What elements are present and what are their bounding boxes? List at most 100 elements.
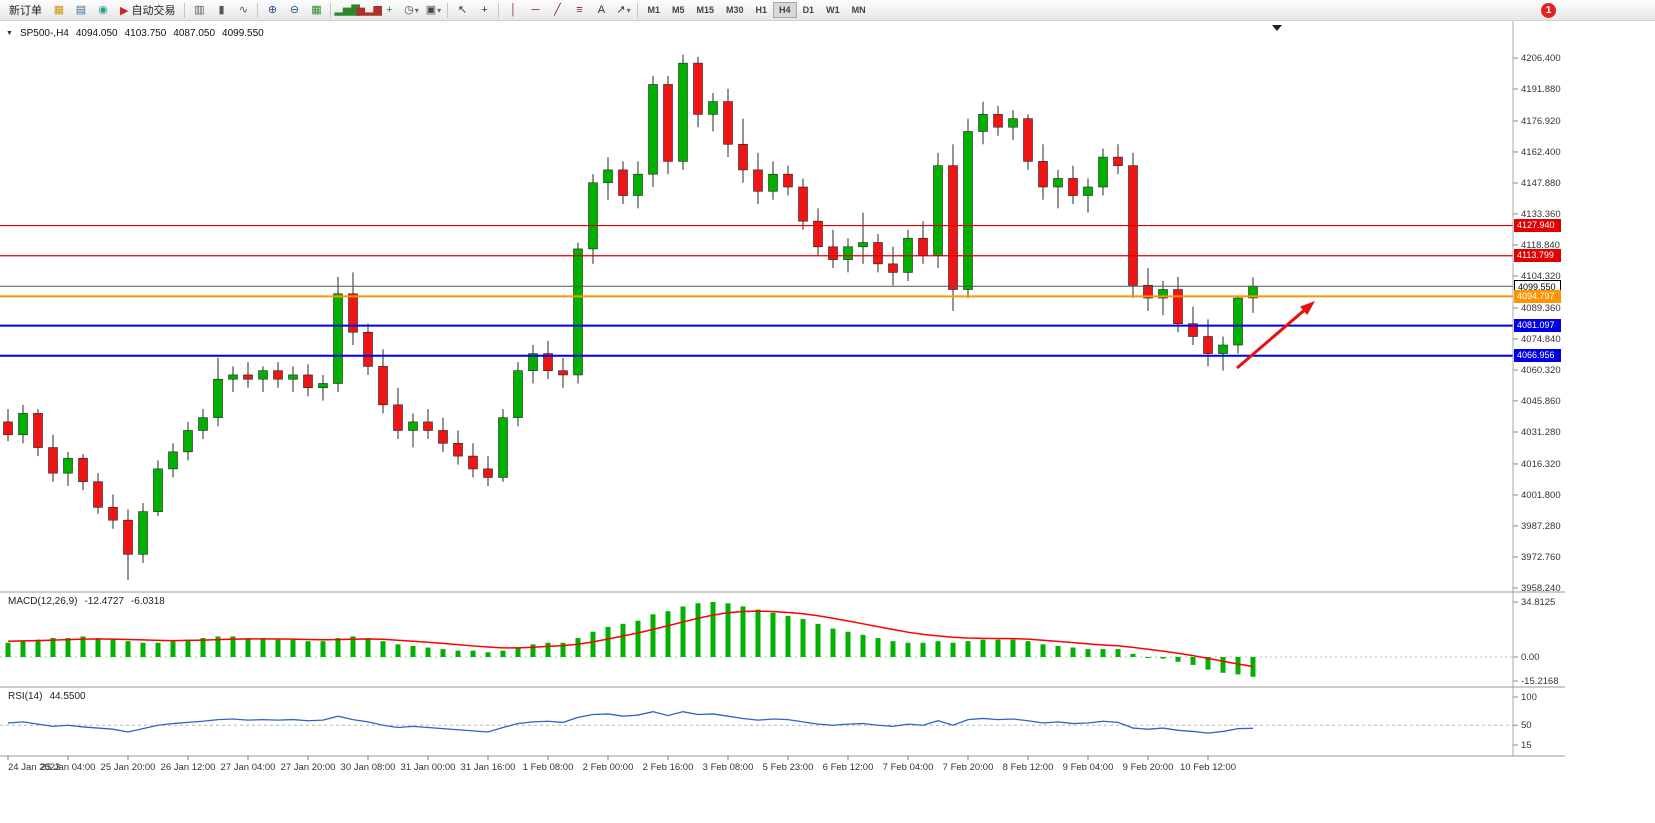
macd-bar	[1010, 639, 1016, 657]
resistance-line-2-tag: 4113.799	[1514, 249, 1561, 263]
macd-bar	[650, 614, 656, 657]
price-label: 4147.880	[1521, 178, 1561, 189]
periods-icon-dropdown[interactable]: ▾	[414, 5, 419, 15]
tile-windows-icon[interactable]: ▦	[311, 3, 322, 16]
candle	[963, 131, 973, 290]
macd-bar	[845, 631, 851, 657]
market-watch-icon[interactable]: ◉	[98, 3, 108, 16]
macd-signal-value: -6.0318	[130, 596, 165, 607]
candle	[498, 417, 508, 478]
macd-bar	[590, 631, 596, 657]
macd-bar	[470, 650, 476, 657]
candle	[243, 374, 253, 380]
macd-bar	[365, 638, 371, 657]
zoom-in-icon[interactable]: ⊕	[267, 3, 278, 16]
macd-bar	[830, 628, 836, 657]
macd-bar	[680, 606, 686, 657]
candle	[708, 101, 718, 115]
timeframe-h1[interactable]: H1	[755, 5, 768, 15]
trend-arrow[interactable]	[1236, 301, 1315, 370]
autotrading-button[interactable]: ▶ 自动交易	[120, 4, 176, 18]
time-label: 2 Feb 16:00	[643, 762, 694, 773]
timeframe-w1[interactable]: W1	[826, 5, 840, 15]
candle	[318, 383, 328, 389]
macd-bar	[245, 638, 251, 657]
time-label: 5 Feb 23:00	[763, 762, 814, 773]
new-order-button[interactable]: 新订单	[9, 5, 42, 17]
candle	[408, 421, 418, 431]
time-label: 7 Feb 20:00	[943, 762, 994, 773]
profiles-icon[interactable]: ▤	[75, 3, 87, 16]
macd-bar	[305, 641, 311, 657]
timeframe-mn[interactable]: MN	[851, 5, 866, 15]
macd-bar	[1025, 641, 1031, 657]
macd-bar	[95, 638, 101, 657]
macd-bar	[395, 644, 401, 657]
templates-icon-dropdown[interactable]: ▾	[437, 5, 442, 15]
time-label: 7 Feb 04:00	[883, 762, 934, 773]
macd-bar	[665, 611, 671, 657]
time-label: 27 Jan 04:00	[221, 762, 276, 773]
chart-ohlc-header: ▼ SP500-,H4 4094.050 4103.750 4087.050 4…	[6, 28, 264, 39]
cursor-icon[interactable]: ↖	[457, 3, 468, 16]
macd-bar	[185, 639, 191, 657]
rsi-scale-label: 15	[1521, 740, 1532, 751]
candle	[93, 481, 103, 508]
candle	[168, 451, 178, 470]
zoom-out-icon[interactable]: ⊖	[289, 3, 300, 16]
macd-bar	[215, 636, 221, 657]
timeframe-h4[interactable]: H4	[773, 2, 797, 18]
arrows-tool-icon-dropdown[interactable]: ▾	[626, 5, 631, 15]
time-label: 27 Jan 20:00	[281, 762, 336, 773]
candle	[393, 404, 403, 431]
notification-badge[interactable]: 1	[1541, 3, 1556, 18]
chart-dropdown-icon[interactable]: ▼	[6, 30, 13, 37]
text-tool-icon[interactable]: A	[597, 3, 606, 16]
price-label: 4074.840	[1521, 334, 1561, 345]
arrows-tool-icon[interactable]: ↗▾	[616, 3, 631, 16]
candlestick-chart-icon[interactable]: ▮	[218, 3, 225, 16]
time-label: 1 Feb 08:00	[523, 762, 574, 773]
templates-icon[interactable]: ▣▾	[425, 3, 442, 16]
candle	[993, 114, 1003, 128]
macd-bar	[335, 638, 341, 657]
periods-icon[interactable]: ◷▾	[404, 3, 419, 16]
price-label: 3972.760	[1521, 552, 1561, 563]
indicator-windows-icon[interactable]: ▅▂▆	[356, 3, 382, 16]
timeframe-m15[interactable]: M15	[696, 5, 715, 15]
macd-bar	[140, 642, 146, 657]
vertical-line-icon[interactable]: │	[510, 3, 517, 16]
macd-bar	[1220, 657, 1226, 673]
toolbar-separator	[257, 2, 259, 18]
timeframe-m5[interactable]: M5	[671, 5, 685, 15]
line-chart-icon[interactable]: ∿	[238, 3, 249, 16]
timeframe-d1[interactable]: D1	[802, 5, 815, 15]
chart-shift-marker[interactable]	[1272, 25, 1282, 31]
add-indicator-icon[interactable]: +	[386, 3, 393, 16]
candle	[513, 370, 523, 418]
candle	[843, 246, 853, 260]
orange-level-line-tag: 4094.797	[1514, 289, 1561, 303]
time-label: 24 Jan 2023	[8, 762, 60, 773]
candle	[18, 413, 28, 436]
new-chart-icon[interactable]: ▦	[53, 3, 65, 16]
candle	[1113, 156, 1123, 166]
candle	[753, 169, 763, 192]
support-line-2-tag: 4066.956	[1514, 349, 1561, 363]
macd-bar	[1100, 649, 1106, 657]
timeframe-m1[interactable]: M1	[647, 5, 660, 15]
horizontal-line-icon[interactable]: ─	[531, 3, 540, 16]
rsi-scale-label: 100	[1521, 692, 1537, 703]
toolbar: 新订单 ▦ ▤ ◉ ▶ 自动交易 ▥ ▮ ∿ ⊕ ⊖ ▦ ▂▅▇ ▅▂▆ + ◷▾ ▣▾ ↖ + │ ─ ╱ ≡ A ↗▾ M1 M…	[0, 0, 1655, 21]
indicators-icon[interactable]: ▂▅▇	[334, 3, 360, 16]
macd-bar	[20, 641, 26, 657]
macd-bar	[410, 645, 416, 657]
crosshair-icon[interactable]: +	[481, 3, 488, 16]
trendline-icon[interactable]: ╱	[554, 3, 561, 16]
bar-chart-icon[interactable]: ▥	[194, 3, 205, 16]
macd-bar	[770, 612, 776, 657]
fibonacci-icon[interactable]: ≡	[576, 3, 583, 16]
candle	[183, 430, 193, 453]
macd-bar	[425, 647, 431, 657]
timeframe-m30[interactable]: M30	[726, 5, 744, 15]
